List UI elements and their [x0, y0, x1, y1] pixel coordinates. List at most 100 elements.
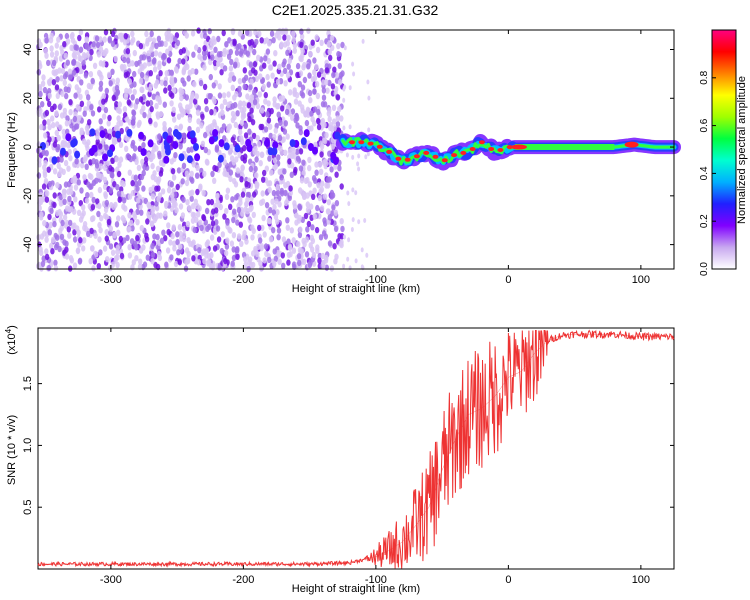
noise-speck: [229, 240, 235, 247]
noise-speck: [134, 158, 139, 165]
noise-speck: [107, 37, 113, 44]
noise-speck: [197, 53, 202, 60]
noise-core: [40, 142, 46, 150]
noise-speck: [270, 198, 275, 205]
noise-speck: [138, 42, 144, 50]
noise-speck: [364, 154, 368, 160]
spectrogram-y-label: Frequency (Hz): [6, 112, 18, 188]
noise-speck: [319, 39, 324, 46]
noise-speck: [202, 170, 207, 178]
noise-speck: [219, 69, 224, 76]
noise-speck: [144, 232, 149, 239]
noise-speck: [303, 110, 308, 118]
noise-speck: [204, 105, 209, 113]
spectrogram-x-ticks: -300 -200 -100 0 100: [100, 30, 650, 286]
noise-speck: [203, 32, 208, 39]
noise-speck: [127, 225, 132, 233]
noise-speck: [142, 164, 147, 171]
noise-speck: [254, 180, 259, 188]
noise-speck: [149, 30, 154, 37]
noise-speck: [119, 252, 125, 260]
noise-speck: [339, 218, 344, 225]
noise-speck: [250, 224, 255, 231]
signal-peak: [478, 140, 485, 145]
noise-speck: [331, 104, 337, 112]
noise-speck: [42, 171, 48, 179]
noise-speck: [299, 28, 304, 35]
noise-speck: [285, 133, 290, 140]
noise-speck: [307, 164, 312, 172]
noise-speck: [202, 83, 208, 91]
noise-speck: [234, 49, 240, 56]
noise-speck: [232, 177, 237, 185]
noise-speck: [321, 259, 326, 267]
noise-speck: [85, 192, 90, 199]
noise-core: [271, 147, 278, 156]
noise-speck: [340, 41, 345, 49]
noise-speck: [181, 132, 187, 139]
noise-speck: [347, 237, 351, 243]
noise-speck: [258, 123, 263, 131]
noise-speck: [329, 34, 335, 42]
noise-speck: [39, 123, 44, 131]
noise-speck: [308, 242, 313, 249]
noise-speck: [108, 225, 114, 232]
noise-speck: [127, 212, 132, 219]
noise-speck: [127, 244, 132, 251]
noise-speck: [102, 176, 108, 183]
noise-speck: [37, 84, 43, 91]
noise-speck: [263, 243, 269, 250]
noise-speck: [127, 193, 133, 200]
noise-speck: [232, 94, 237, 101]
noise-speck: [271, 227, 276, 234]
spectrogram-y-tick-label: 20: [22, 92, 34, 104]
noise-speck: [254, 156, 259, 163]
noise-speck: [365, 252, 369, 258]
noise-speck: [286, 251, 292, 259]
spectrogram-x-tick-label: -200: [232, 274, 254, 286]
noise-speck: [229, 58, 234, 66]
noise-speck: [231, 216, 236, 224]
noise-speck: [41, 255, 46, 262]
noise-speck: [298, 70, 304, 77]
noise-speck: [311, 251, 317, 259]
noise-speck: [260, 190, 265, 197]
noise-core: [194, 153, 201, 162]
noise-speck: [92, 62, 98, 69]
noise-speck: [237, 102, 242, 110]
noise-speck: [237, 30, 243, 37]
noise-speck: [208, 58, 213, 66]
noise-speck: [228, 203, 233, 210]
noise-speck: [316, 71, 322, 78]
noise-speck: [327, 79, 332, 87]
noise-speck: [202, 45, 207, 52]
noise-speck: [103, 106, 109, 114]
noise-speck: [96, 172, 102, 179]
noise-speck: [247, 216, 252, 223]
noise-speck: [196, 211, 201, 218]
snr-exponent-label: (x104): [4, 325, 18, 355]
snr-x-tick-label: -100: [365, 574, 387, 586]
noise-speck: [87, 119, 92, 126]
noise-speck: [277, 201, 282, 208]
noise-speck: [95, 41, 101, 49]
noise-speck: [277, 134, 283, 142]
noise-speck: [283, 149, 288, 156]
noise-speck: [209, 234, 215, 241]
noise-speck: [296, 253, 302, 260]
noise-speck: [314, 169, 319, 176]
noise-speck: [44, 37, 49, 44]
noise-speck: [190, 30, 196, 37]
noise-speck: [176, 167, 182, 174]
noise-speck: [279, 174, 284, 181]
noise-speck: [72, 262, 78, 269]
noise-speck: [298, 226, 303, 233]
noise-speck: [275, 209, 280, 216]
noise-speck: [98, 45, 104, 53]
noise-speck: [317, 252, 322, 260]
noise-speck: [294, 112, 299, 120]
noise-speck: [360, 247, 364, 253]
noise-speck: [54, 84, 60, 91]
noise-speck: [252, 89, 257, 96]
noise-speck: [304, 236, 310, 243]
